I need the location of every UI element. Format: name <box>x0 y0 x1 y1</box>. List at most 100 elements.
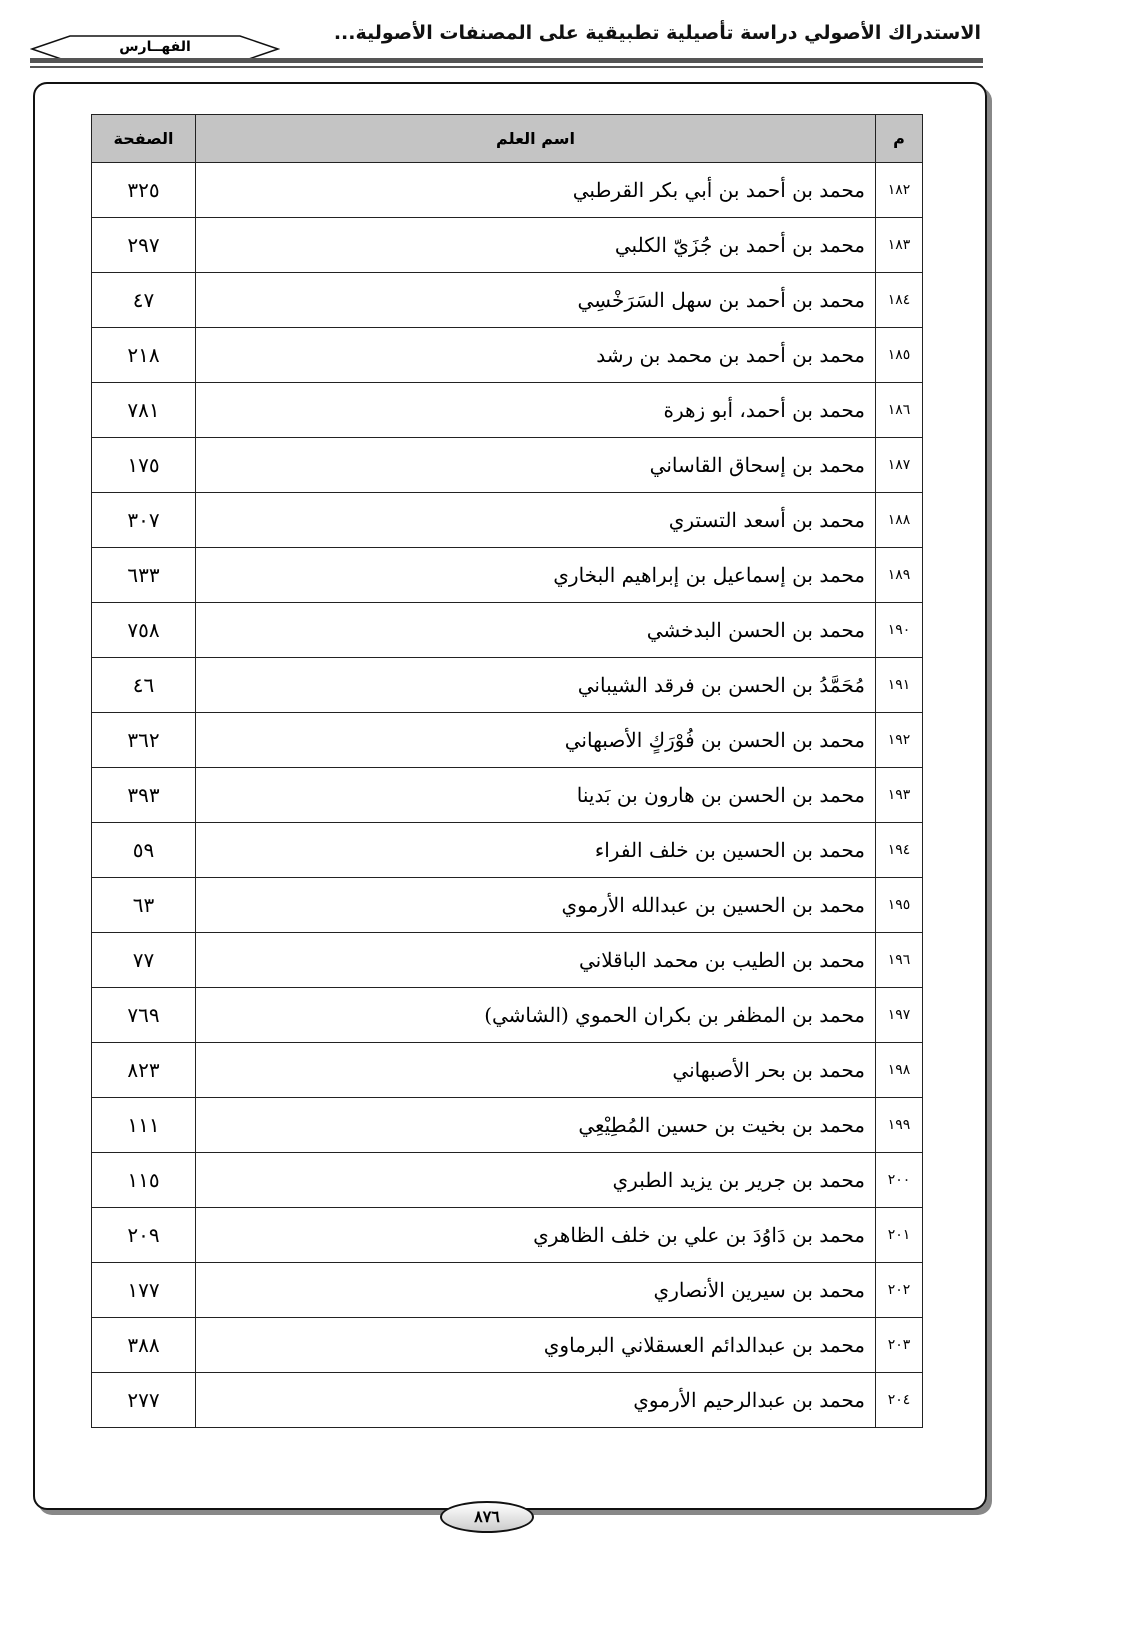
section-tag: الفهــارس <box>30 34 280 64</box>
table-row: ١٩٦ محمد بن الطيب بن محمد الباقلاني ٧٧ <box>91 932 923 988</box>
table-row: ١٩٢ محمد بن الحسن بن فُوْرَكٍ الأصبهاني ٣٦… <box>91 712 923 768</box>
row-page: ٦٣٣ <box>91 547 196 603</box>
table-row: ١٩٠ محمد بن الحسن البدخشي ٧٥٨ <box>91 602 923 658</box>
row-name: محمد بن إسحاق القاساني <box>195 437 876 493</box>
row-name: محمد بن أسعد التستري <box>195 492 876 548</box>
table-row: ١٩٤ محمد بن الحسين بن خلف الفراء ٥٩ <box>91 822 923 878</box>
header-page: الصفحة <box>91 114 196 163</box>
table-row: ١٩٨ محمد بن بحر الأصبهاني ٨٢٣ <box>91 1042 923 1098</box>
names-index-table: م اسم العلم الصفحة ١٨٢ محمد بن أحمد بن أب… <box>91 114 923 1428</box>
row-page: ٤٦ <box>91 657 196 713</box>
row-index: ١٩٩ <box>875 1097 923 1153</box>
row-name: محمد بن أحمد، أبو زهرة <box>195 382 876 438</box>
row-page: ١٧٥ <box>91 437 196 493</box>
row-index: ١٩٤ <box>875 822 923 878</box>
table-row: ١٨٢ محمد بن أحمد بن أبي بكر القرطبي ٣٢٥ <box>91 162 923 218</box>
row-name: محمد بن أحمد بن محمد بن رشد <box>195 327 876 383</box>
table-row: ١٨٨ محمد بن أسعد التستري ٣٠٧ <box>91 492 923 548</box>
row-name: مُحَمَّدُ بن الحسن بن فرقد الشيباني <box>195 657 876 713</box>
section-title: الفهــارس <box>119 39 191 55</box>
row-index: ١٨٨ <box>875 492 923 548</box>
table-row: ٢٠٠ محمد بن جرير بن يزيد الطبري ١١٥ <box>91 1152 923 1208</box>
row-name: محمد بن الحسين بن خلف الفراء <box>195 822 876 878</box>
row-name: محمد بن أحمد بن سهل السَرَخْسِي <box>195 272 876 328</box>
row-name: محمد بن أحمد بن جُزَيّ الكلبي <box>195 217 876 273</box>
table-row: ١٨٤ محمد بن أحمد بن سهل السَرَخْسِي ٤٧ <box>91 272 923 328</box>
row-name: محمد بن الحسين بن عبدالله الأرموي <box>195 877 876 933</box>
row-name: محمد بن بحر الأصبهاني <box>195 1042 876 1098</box>
row-page: ٧٦٩ <box>91 987 196 1043</box>
row-index: ١٩٥ <box>875 877 923 933</box>
table-row: ١٨٦ محمد بن أحمد، أبو زهرة ٧٨١ <box>91 382 923 438</box>
table-row: ١٨٥ محمد بن أحمد بن محمد بن رشد ٢١٨ <box>91 327 923 383</box>
row-index: ١٩٨ <box>875 1042 923 1098</box>
page-number: ٨٧٦ <box>440 1501 534 1533</box>
row-page: ٢٠٩ <box>91 1207 196 1263</box>
row-index: ١٨٧ <box>875 437 923 493</box>
row-page: ٢٧٧ <box>91 1372 196 1428</box>
header-rule <box>30 58 983 63</box>
row-page: ٢١٨ <box>91 327 196 383</box>
row-index: ١٨٩ <box>875 547 923 603</box>
row-name: محمد بن إسماعيل بن إبراهيم البخاري <box>195 547 876 603</box>
row-name: محمد بن المظفر بن بكران الحموي (الشاشي) <box>195 987 876 1043</box>
row-index: ١٨٦ <box>875 382 923 438</box>
row-page: ٤٧ <box>91 272 196 328</box>
row-index: ١٩٧ <box>875 987 923 1043</box>
row-name: محمد بن عبدالدائم العسقلاني البرماوي <box>195 1317 876 1373</box>
row-page: ٥٩ <box>91 822 196 878</box>
row-page: ٦٣ <box>91 877 196 933</box>
row-page: ٣٢٥ <box>91 162 196 218</box>
row-page: ٣٠٧ <box>91 492 196 548</box>
row-index: ٢٠٣ <box>875 1317 923 1373</box>
table-row: ١٨٣ محمد بن أحمد بن جُزَيّ الكلبي ٢٩٧ <box>91 217 923 273</box>
row-page: ٢٩٧ <box>91 217 196 273</box>
row-index: ١٨٢ <box>875 162 923 218</box>
row-name: محمد بن دَاوُدَ بن علي بن خلف الظاهري <box>195 1207 876 1263</box>
row-name: محمد بن سيرين الأنصاري <box>195 1262 876 1318</box>
table-row: ١٨٩ محمد بن إسماعيل بن إبراهيم البخاري ٦٣٣ <box>91 547 923 603</box>
row-page: ١٧٧ <box>91 1262 196 1318</box>
table-row: ١٩٥ محمد بن الحسين بن عبدالله الأرموي ٦٣ <box>91 877 923 933</box>
row-index: ١٩١ <box>875 657 923 713</box>
row-index: ٢٠٠ <box>875 1152 923 1208</box>
row-name: محمد بن الطيب بن محمد الباقلاني <box>195 932 876 988</box>
table-row: ٢٠٢ محمد بن سيرين الأنصاري ١٧٧ <box>91 1262 923 1318</box>
row-name: محمد بن الحسن بن هارون بن بَدينا <box>195 767 876 823</box>
table-row: ١٩٣ محمد بن الحسن بن هارون بن بَدينا ٣٩٣ <box>91 767 923 823</box>
table-row: ١٩١ مُحَمَّدُ بن الحسن بن فرقد الشيباني ٤٦ <box>91 657 923 713</box>
row-index: ١٩٦ <box>875 932 923 988</box>
row-page: ٧٨١ <box>91 382 196 438</box>
table-row: ١٨٧ محمد بن إسحاق القاساني ١٧٥ <box>91 437 923 493</box>
row-index: ٢٠٤ <box>875 1372 923 1428</box>
row-index: ١٩٢ <box>875 712 923 768</box>
row-index: ٢٠١ <box>875 1207 923 1263</box>
table-row: ٢٠١ محمد بن دَاوُدَ بن علي بن خلف الظاهري… <box>91 1207 923 1263</box>
header-rule-thin <box>30 66 983 68</box>
row-name: محمد بن بخيت بن حسين المُطِيْعِي <box>195 1097 876 1153</box>
row-page: ٧٧ <box>91 932 196 988</box>
row-page: ٣٦٢ <box>91 712 196 768</box>
row-page: ٣٩٣ <box>91 767 196 823</box>
table-header-row: م اسم العلم الصفحة <box>91 114 923 163</box>
row-page: ٧٥٨ <box>91 602 196 658</box>
table-row: ٢٠٣ محمد بن عبدالدائم العسقلاني البرماوي ٣… <box>91 1317 923 1373</box>
table-row: ١٩٧ محمد بن المظفر بن بكران الحموي (الشاش… <box>91 987 923 1043</box>
table-row: ٢٠٤ محمد بن عبدالرحيم الأرموي ٢٧٧ <box>91 1372 923 1428</box>
row-page: ٣٨٨ <box>91 1317 196 1373</box>
row-name: محمد بن الحسن بن فُوْرَكٍ الأصبهاني <box>195 712 876 768</box>
row-index: ١٨٥ <box>875 327 923 383</box>
row-page: ١١٥ <box>91 1152 196 1208</box>
row-name: محمد بن جرير بن يزيد الطبري <box>195 1152 876 1208</box>
table-row: ١٩٩ محمد بن بخيت بن حسين المُطِيْعِي ١١١ <box>91 1097 923 1153</box>
row-index: ٢٠٢ <box>875 1262 923 1318</box>
row-name: محمد بن عبدالرحيم الأرموي <box>195 1372 876 1428</box>
header-name: اسم العلم <box>195 114 876 163</box>
row-index: ١٨٣ <box>875 217 923 273</box>
row-page: ٨٢٣ <box>91 1042 196 1098</box>
row-index: ١٩٠ <box>875 602 923 658</box>
row-index: ١٩٣ <box>875 767 923 823</box>
row-index: ١٨٤ <box>875 272 923 328</box>
header-index: م <box>875 114 923 163</box>
